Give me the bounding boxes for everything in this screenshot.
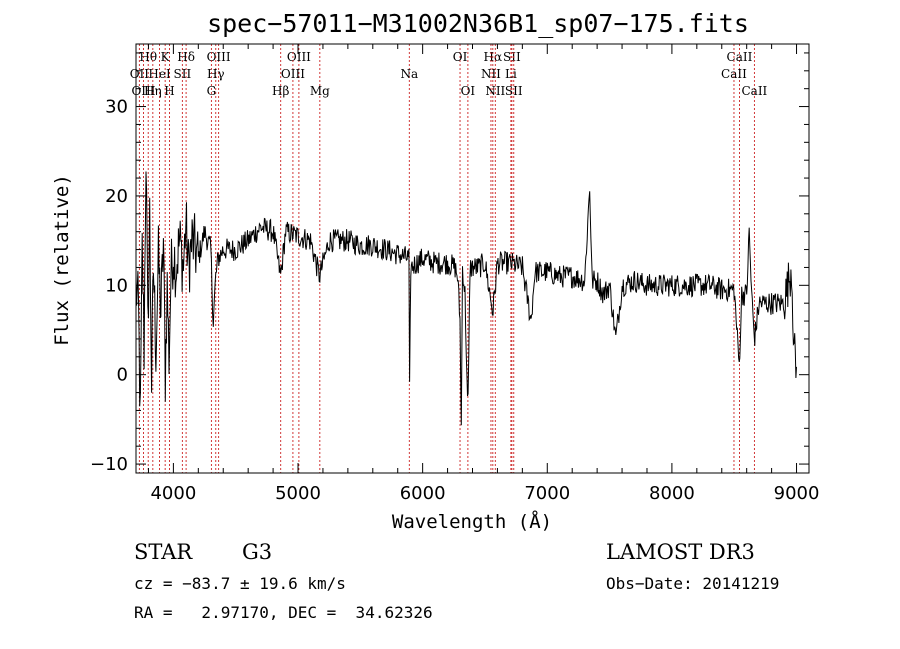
spectral-line-label: CaII (741, 84, 767, 98)
spectral-line-label: NII (481, 67, 501, 81)
spectral-line-label: CaII (727, 50, 753, 64)
y-tick-label: 30 (105, 97, 128, 118)
plot-frame (135, 43, 810, 474)
x-tick-label: 4000 (150, 483, 196, 504)
spectral-line-label: CaII (721, 67, 747, 81)
spectral-line-label: NII (485, 84, 505, 98)
coordinates: RA = 2.97170, DEC = 34.62326 (134, 603, 433, 622)
spectral-line-label: Hη (144, 84, 162, 98)
spectral-line-label: Hβ (272, 84, 289, 98)
spectral-line-label: OIII (207, 50, 231, 64)
x-tick-label: 7000 (524, 483, 570, 504)
spectral-line-label: Hδ (177, 50, 195, 64)
x-tick-label: 6000 (400, 483, 446, 504)
spectral-line-label: H (164, 84, 174, 98)
spectral-line-label: OI (461, 84, 476, 98)
radial-velocity: cz = −83.7 ± 19.6 km/s (134, 574, 346, 593)
spectral-line-label: G (207, 84, 217, 98)
spectral-line-label: OIII (281, 67, 305, 81)
spectral-line-label: K (161, 50, 171, 64)
spectral-line-label: Hγ (207, 67, 225, 81)
spectral-subclass: G3 (242, 540, 273, 564)
axis-ticks: 4000 5000 6000 7000 8000 9000 −10 0 10 20 30 (90, 44, 819, 504)
x-tick-label: 5000 (275, 483, 321, 504)
spectrum-line (135, 171, 797, 426)
x-tick-label: 8000 (649, 483, 695, 504)
survey-name: LAMOST DR3 (606, 540, 755, 564)
y-tick-label: 0 (117, 365, 128, 386)
spectral-line-label: Li (505, 67, 517, 81)
spectral-line-label: Mg (310, 84, 330, 98)
spectral-line-label: OIII (287, 50, 311, 64)
spectrum-series (135, 171, 797, 426)
chart-title: spec−57011−M31002N36B1_sp07−175.fits (207, 9, 749, 38)
spectral-line-label: SII (503, 50, 521, 64)
spectral-line-label: Hθ (139, 50, 157, 64)
spectral-line-label: HeI (148, 67, 171, 81)
y-tick-label: −10 (90, 454, 128, 475)
spectral-line-label: SII (505, 84, 523, 98)
y-axis-label: Flux (relative) (51, 174, 73, 346)
spectral-line-label: Na (400, 67, 418, 81)
x-axis-label: Wavelength (Å) (392, 510, 552, 533)
spectral-line-label: OIII (131, 84, 155, 98)
spectral-line-markers: Hθ OII OIII K HeI Hη H Hδ SII OIII Hγ G Hβ OIII OIII Mg… (130, 44, 768, 473)
spectral-line-label: OII (130, 67, 150, 81)
spectral-line-label: OI (453, 50, 468, 64)
object-class: STAR (134, 540, 193, 564)
x-tick-label: 9000 (774, 483, 820, 504)
y-tick-label: 10 (105, 275, 128, 296)
observation-date: Obs−Date: 20141219 (606, 574, 780, 593)
spectral-line-label: Hα (484, 50, 503, 64)
spectral-line-label: SII (174, 67, 192, 81)
y-tick-label: 20 (105, 186, 128, 207)
